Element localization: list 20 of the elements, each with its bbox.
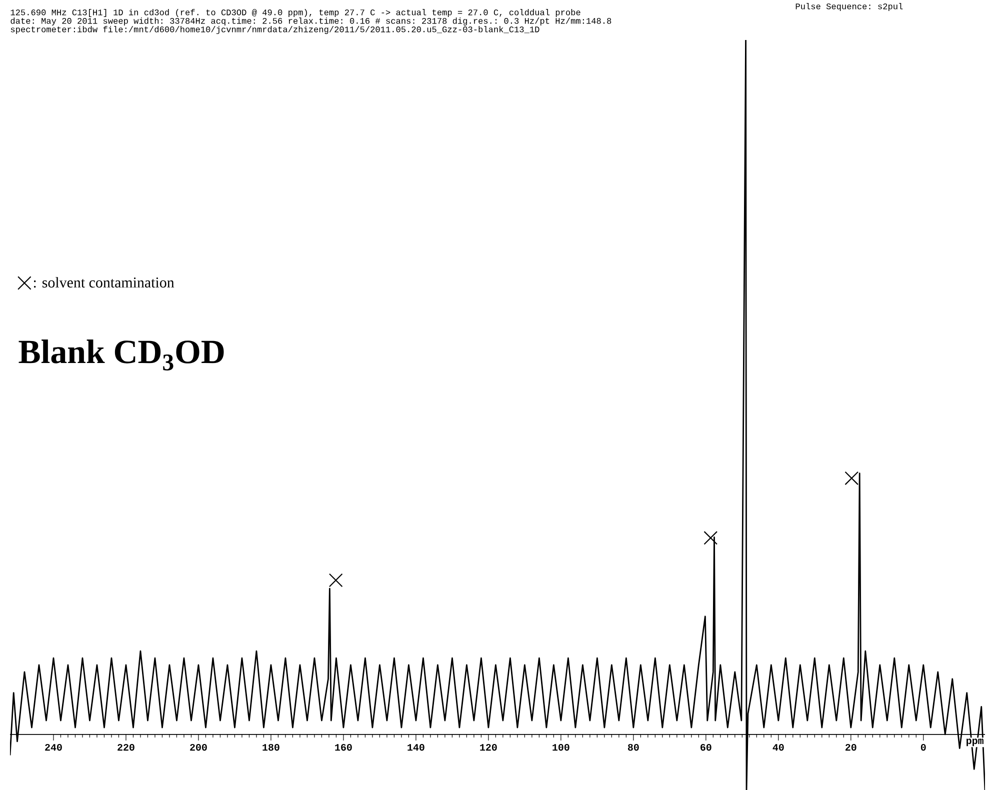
x-axis-title: ppm	[966, 738, 984, 746]
x-tick-label: 240	[45, 744, 62, 751]
x-tick-label: 80	[628, 744, 639, 751]
x-tick-label: 160	[335, 744, 352, 751]
text: Pulse Sequence: s2pul	[796, 3, 903, 11]
x-tick-label: 220	[118, 744, 134, 751]
x-tick-label: 40	[772, 744, 784, 751]
x-tick-label: 180	[262, 744, 280, 751]
x-tick-label: 20	[846, 744, 856, 751]
x-tick-label: 100	[552, 744, 570, 751]
x-tick-label: 60	[700, 744, 712, 751]
text: Blank CD$_{3}$OD	[18, 340, 224, 370]
x-tick-label: 200	[190, 744, 207, 751]
x-tick-label: 140	[408, 744, 424, 751]
x-tick-label: 0	[920, 744, 926, 751]
text: date: May 20 2011 sweep width: 33784Hz acq.time: 2.56 relax.time: 0.16 # scans: 23178 dig.res.: 0.3 Hz/pt Hz/mm:148.8	[10, 18, 612, 26]
legend-label: : solvent contamination	[34, 277, 174, 288]
text: 125.690 MHz C13[H1] 1D in cd3od (ref. to CD3OD @ 49.0 ppm), temp 27.7 C -> actual temp = 27.0 C, colddual probe	[10, 9, 580, 17]
x-tick-label: 120	[480, 744, 497, 751]
text: spectrometer:ibdw file:/mnt/d600/home10/jcvnmr/nmrdata/zhizeng/2011/5/2011.05.20.u5_Gzz-03-blank_C13_1D	[10, 26, 540, 34]
